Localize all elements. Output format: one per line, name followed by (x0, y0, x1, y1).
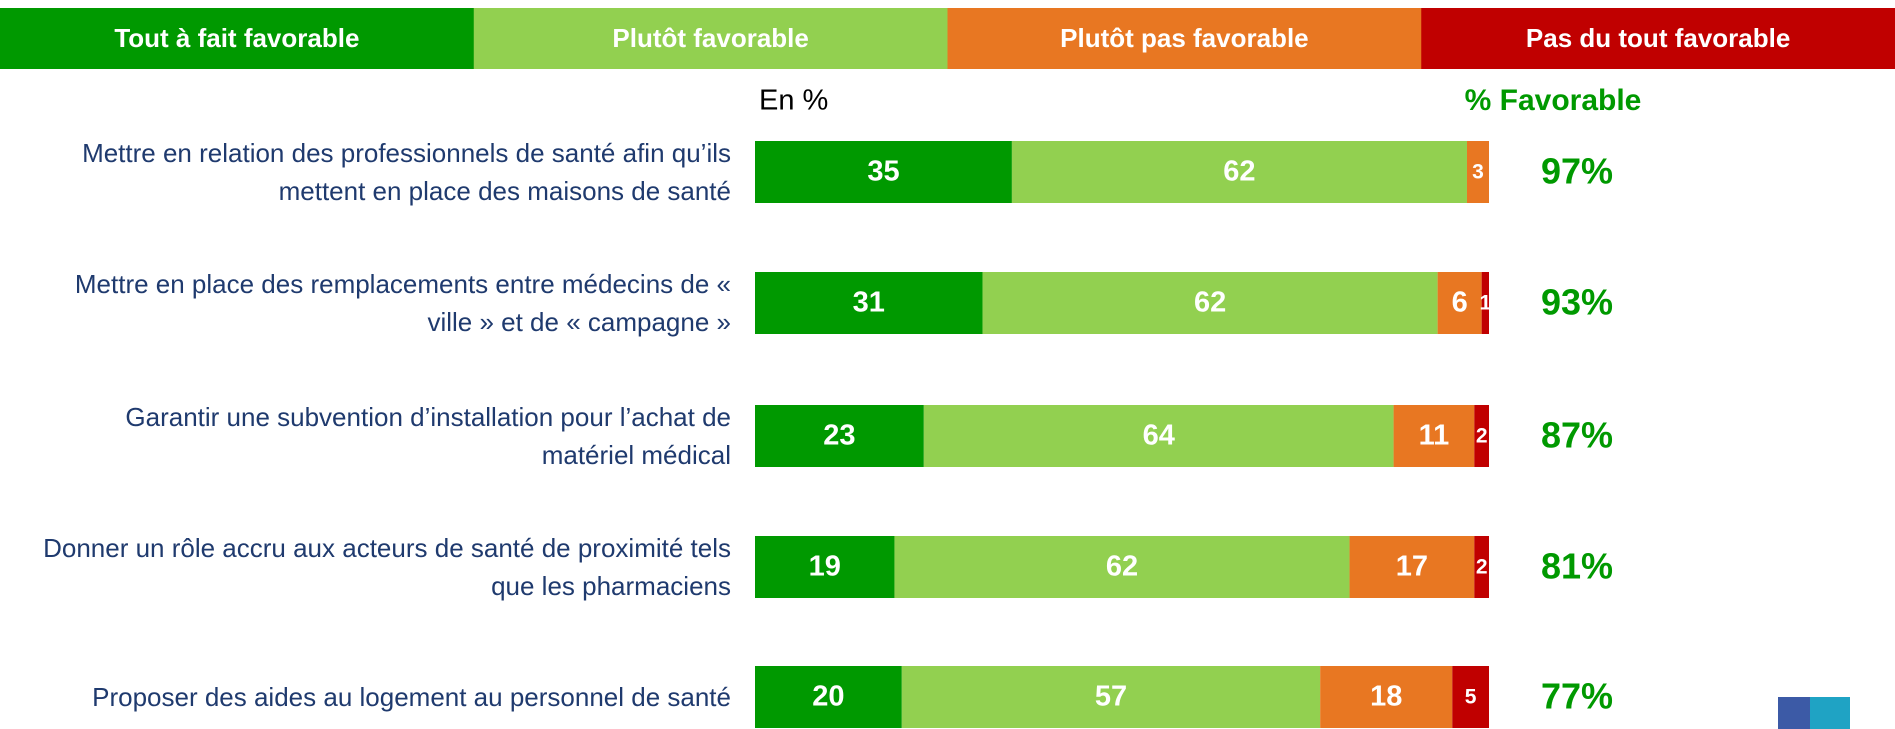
bar-value-label: 11 (1419, 420, 1450, 452)
bar-segment (982, 272, 1438, 334)
favorable-value: 87% (1541, 415, 1613, 456)
bar-value-label: 19 (809, 551, 841, 583)
bar-value-label: 5 (1465, 686, 1477, 709)
bar-segment (1393, 405, 1475, 467)
bar-segment (1011, 141, 1467, 203)
bar-value-label: 1 (1479, 292, 1491, 315)
bar-segment (1474, 536, 1489, 598)
bar-value-label: 57 (1095, 681, 1127, 713)
legend-swatch (947, 8, 1423, 69)
bar-segment (1320, 666, 1453, 728)
category-label: Proposer des aides au logement au person… (92, 682, 731, 712)
bar-value-label: 62 (1194, 287, 1226, 319)
favorable-value: 81% (1541, 546, 1613, 587)
legend-label: Pas du tout favorable (1526, 23, 1790, 53)
favorable-value: 93% (1541, 282, 1613, 323)
favorable-value: 97% (1541, 151, 1613, 192)
bar-segment (755, 272, 983, 334)
favorable-value: 77% (1541, 676, 1613, 717)
favorable-title: % Favorable (1465, 84, 1642, 117)
bar-segment (1452, 666, 1489, 728)
bar-segment (755, 666, 902, 728)
bar-value-label: 20 (812, 681, 844, 713)
unit-label: En % (759, 85, 828, 117)
bar-segment (1466, 141, 1489, 203)
bar-value-label: 3 (1472, 161, 1484, 184)
bar-segment (1349, 536, 1475, 598)
bar-segment (755, 405, 924, 467)
legend-swatch (473, 8, 949, 69)
bar-segment (1481, 272, 1489, 334)
bar-value-label: 2 (1476, 425, 1488, 448)
category-label: Donner un rôle accru aux acteurs de sant… (43, 533, 731, 601)
bar-segment (1437, 272, 1482, 334)
bar-segment (894, 536, 1350, 598)
bar-value-label: 2 (1476, 556, 1488, 579)
bar-segment (1474, 405, 1489, 467)
bar-value-label: 17 (1396, 551, 1428, 583)
logo (1810, 697, 1850, 729)
bar-value-label: 6 (1452, 287, 1468, 319)
bar-value-label: 35 (867, 156, 899, 188)
legend-label: Plutôt pas favorable (1060, 23, 1309, 53)
category-label: Mettre en relation des professionnels de… (82, 138, 731, 206)
bar-segment (901, 666, 1321, 728)
legend-label: Plutôt favorable (612, 23, 808, 53)
category-label: Mettre en place des remplacements entre … (74, 269, 731, 337)
bar-value-label: 31 (853, 287, 885, 319)
legend-swatch (1421, 8, 1895, 69)
bar-value-label: 18 (1370, 681, 1402, 713)
legend-label: Tout à fait favorable (114, 23, 359, 53)
category-label: Garantir une subvention d’installation p… (125, 402, 731, 470)
legend-swatch (0, 8, 475, 69)
bar-segment (755, 141, 1012, 203)
bar-segment (923, 405, 1394, 467)
bar-value-label: 23 (823, 420, 855, 452)
bar-value-label: 64 (1143, 420, 1175, 452)
bar-value-label: 62 (1223, 156, 1255, 188)
bar-segment (755, 536, 895, 598)
bar-value-label: 62 (1106, 551, 1138, 583)
